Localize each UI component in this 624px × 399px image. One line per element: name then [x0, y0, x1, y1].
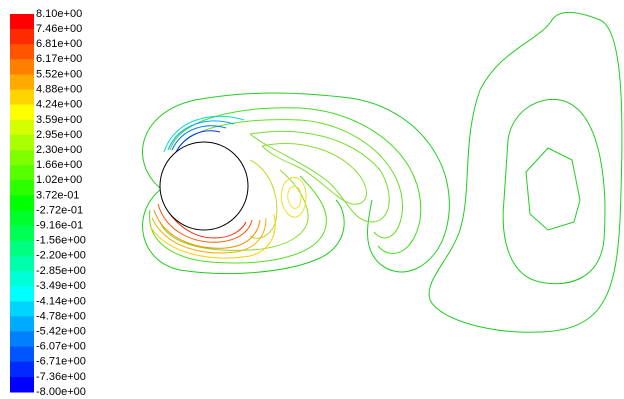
colorbar: 8.10e+00 7.46e+00 6.81e+00 6.17e+00 5.52e+00…: [10, 8, 86, 398]
contour-line: [280, 176, 307, 218]
contour-line: [171, 125, 227, 151]
colorbar-tick-label: -1.56e+00: [36, 235, 86, 247]
colorbar-band: [10, 150, 34, 166]
colorbar-tick-label: -4.78e+00: [36, 310, 86, 322]
colorbar-band: [10, 134, 34, 151]
colorbar-tick-label: -9.16e-01: [36, 220, 83, 232]
colorbar-tick-label: -2.20e+00: [36, 250, 86, 262]
contour-line: [157, 203, 253, 243]
colorbar-tick-label: -2.72e-01: [36, 204, 83, 216]
colorbar-tick-label: 8.10e+00: [36, 8, 82, 20]
cylinder: [159, 141, 249, 231]
colorbar-band: [10, 29, 34, 45]
colorbar-band: [10, 89, 34, 106]
contour-line: [151, 217, 267, 254]
contour-line: [149, 213, 276, 259]
contour-line: [153, 209, 261, 249]
colorbar-band: [10, 286, 34, 302]
colorbar-band: [10, 210, 34, 227]
colorbar-band: [10, 240, 34, 257]
colorbar-band: [10, 119, 34, 136]
colorbar-band: [10, 271, 34, 287]
contour-line: [167, 120, 235, 151]
colorbar-band: [10, 180, 34, 196]
contour-line: [177, 119, 403, 239]
colorbar-band: [10, 255, 34, 272]
contour-line: [261, 143, 367, 205]
colorbar-band: [10, 165, 34, 181]
colorbar-band: [10, 44, 34, 60]
colorbar-band: [10, 14, 34, 30]
colorbar-tick-label: -6.07e+00: [36, 341, 86, 353]
contour-line: [428, 12, 623, 333]
colorbar-tick-label: 2.95e+00: [36, 129, 82, 141]
colorbar-band: [10, 59, 34, 76]
colorbar-tick-label: -4.14e+00: [36, 295, 86, 307]
contour-line: [142, 189, 345, 275]
colorbar-tick-label: -2.85e+00: [36, 265, 86, 277]
colorbar-tick-label: 6.17e+00: [36, 53, 82, 65]
colorbar-tick-label: -8.00e+00: [36, 386, 86, 398]
contour-line: [175, 130, 221, 153]
colorbar-band: [10, 225, 34, 242]
colorbar-band: [10, 301, 34, 317]
colorbar-tick-label: 4.24e+00: [36, 99, 82, 111]
colorbar-band: [10, 331, 34, 348]
colorbar-tick-label: 5.52e+00: [36, 68, 82, 80]
colorbar-band: [10, 74, 34, 91]
contour-line: [149, 175, 327, 264]
colorbar-band: [10, 346, 34, 363]
contour-line: [169, 107, 422, 254]
colorbar-tick-label: -7.36e+00: [36, 371, 86, 383]
colorbar-tick-label: 2.30e+00: [36, 144, 82, 156]
colorbar-tick-label: -3.49e+00: [36, 280, 86, 292]
contour-line: [287, 185, 302, 210]
colorbar-band: [10, 316, 34, 332]
colorbar-tick-label: 4.88e+00: [36, 84, 82, 96]
colorbar-band: [10, 361, 34, 378]
contour-line: [525, 147, 581, 231]
contour-line: [502, 98, 606, 285]
contour-line: [249, 159, 278, 239]
colorbar-tick-label: 1.66e+00: [36, 159, 82, 171]
contour-line: [142, 92, 450, 273]
colorbar-band: [10, 376, 34, 393]
colorbar-tick-label: -6.71e+00: [36, 356, 86, 368]
contour-line: [249, 130, 390, 223]
colorbar-tick-label: 1.02e+00: [36, 174, 82, 186]
colorbar-tick-label: 6.81e+00: [36, 38, 82, 50]
colorbar-tick-label: 3.72e-01: [36, 189, 79, 201]
colorbar-tick-label: 3.59e+00: [36, 114, 82, 126]
colorbar-tick-label: -5.42e+00: [36, 325, 86, 337]
colorbar-band: [10, 104, 34, 121]
contour-line: [163, 115, 245, 153]
colorbar-band: [10, 195, 34, 212]
colorbar-tick-label: 7.46e+00: [36, 23, 82, 35]
